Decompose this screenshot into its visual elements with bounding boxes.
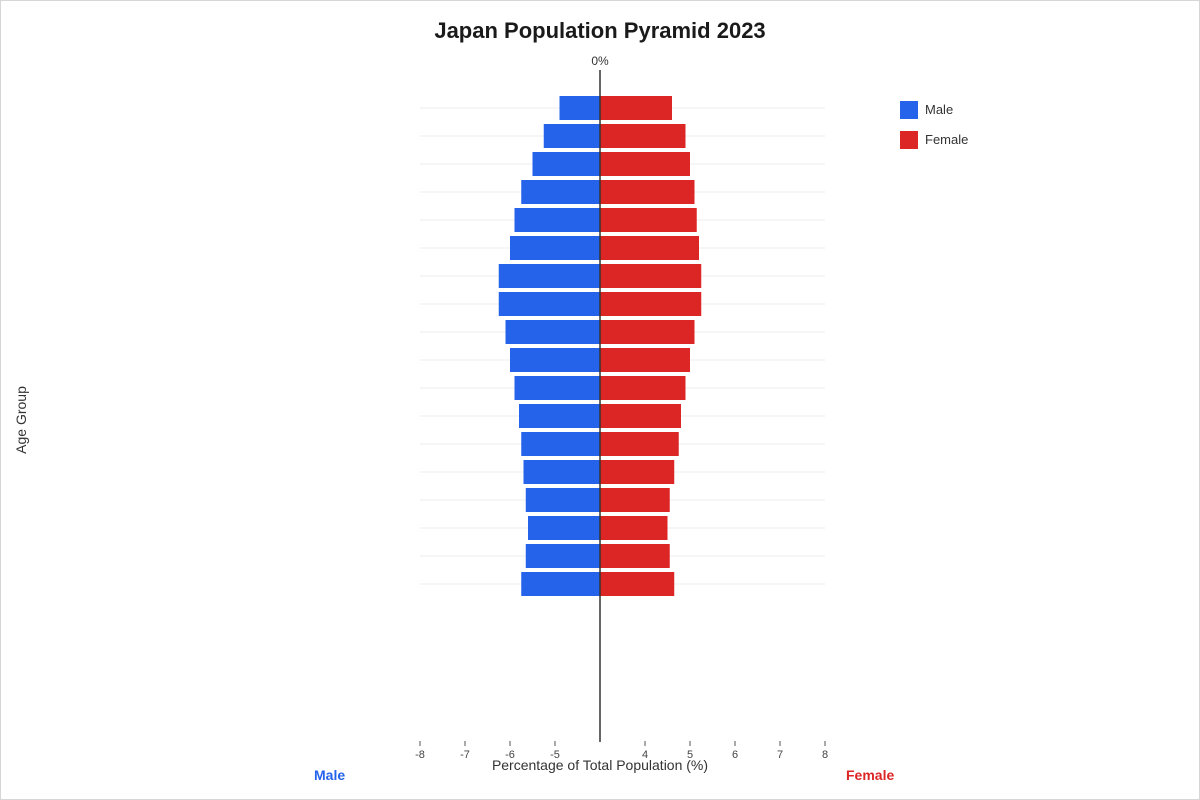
female-bar <box>600 376 686 400</box>
male-bar <box>543 124 600 148</box>
x-tick-label: -7 <box>460 749 470 761</box>
x-axis-label: Percentage of Total Population (%) <box>492 757 708 773</box>
male-bar <box>519 404 600 428</box>
female-bar <box>600 292 702 316</box>
male-bar <box>510 236 600 260</box>
female-bar <box>600 572 675 596</box>
male-bar <box>505 320 600 344</box>
female-bar <box>600 236 699 260</box>
male-bar <box>559 96 600 120</box>
male-bar <box>521 432 600 456</box>
male-side-label: Male <box>314 767 346 783</box>
x-tick-label: -5 <box>550 749 560 761</box>
male-bar <box>498 292 600 316</box>
x-tick-label: -6 <box>505 749 515 761</box>
female-side-label: Female <box>846 767 895 783</box>
legend-swatch-male <box>900 100 918 119</box>
male-bar <box>510 348 600 372</box>
female-bar <box>600 432 679 456</box>
male-bar <box>521 572 600 596</box>
male-bar <box>525 488 600 512</box>
legend-label-male: Male <box>925 102 954 117</box>
female-bar <box>600 124 686 148</box>
female-bar <box>600 180 695 204</box>
male-bar <box>532 152 600 176</box>
female-bar <box>600 320 695 344</box>
legend-label-female: Female <box>925 132 969 147</box>
legend: Male Female <box>900 100 968 160</box>
female-bar <box>600 348 690 372</box>
legend-swatch-female <box>900 130 918 149</box>
female-bar <box>600 516 668 540</box>
male-bar <box>498 264 600 288</box>
x-tick-label: 4 <box>642 749 648 761</box>
legend-item-male: Male <box>900 100 968 119</box>
male-bar <box>528 516 600 540</box>
female-bar <box>600 264 702 288</box>
female-bar <box>600 404 681 428</box>
legend-item-female: Female <box>900 130 968 149</box>
x-tick-label: 7 <box>777 749 783 761</box>
chart-title: Japan Population Pyramid 2023 <box>434 18 766 43</box>
female-bar <box>600 208 697 232</box>
female-bar <box>600 544 670 568</box>
x-tick-label: 5 <box>687 749 693 761</box>
male-bar <box>525 544 600 568</box>
female-bar <box>600 96 672 120</box>
female-bar <box>600 152 690 176</box>
x-tick-label: 8 <box>822 749 828 761</box>
male-bar <box>521 180 600 204</box>
male-bar <box>514 208 600 232</box>
female-bar <box>600 488 670 512</box>
male-bar <box>523 460 600 484</box>
female-bar <box>600 460 675 484</box>
x-tick-label: 6 <box>732 749 738 761</box>
center-label: 0% <box>591 54 609 68</box>
x-tick-label: -8 <box>415 749 425 761</box>
male-bar <box>514 376 600 400</box>
